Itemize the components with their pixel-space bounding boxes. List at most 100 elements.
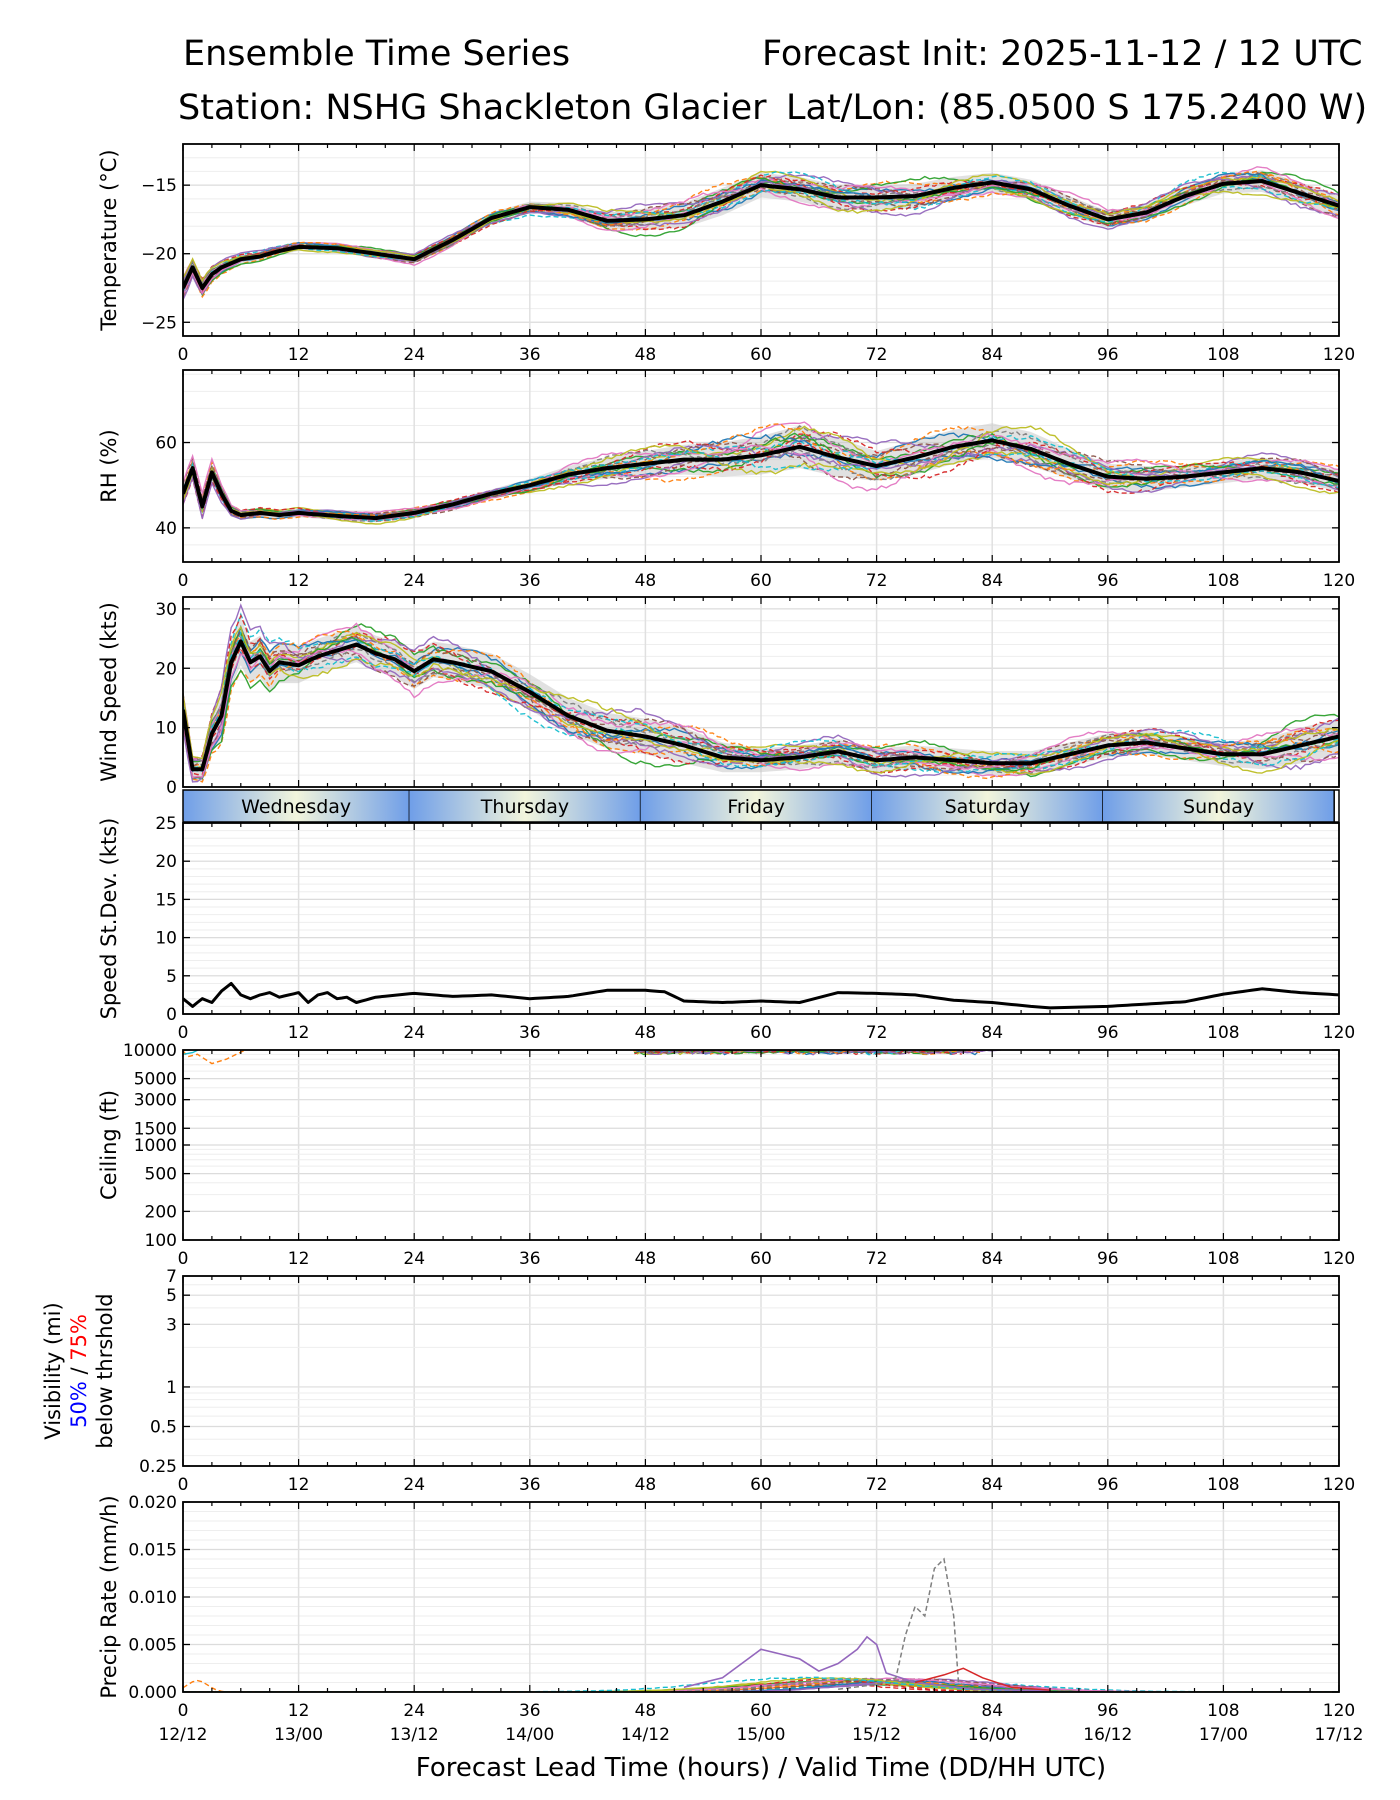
xtick-label-stdev: 84 xyxy=(981,1023,1003,1043)
ytick-label-wspd: 0 xyxy=(166,778,177,798)
xtick-label-ceiling: 48 xyxy=(635,1249,657,1269)
ytick-label-vis: 0.5 xyxy=(150,1417,177,1437)
member-line xyxy=(183,632,1339,783)
ytick-label-wspd: 10 xyxy=(155,719,177,739)
xtick-label-rh: 36 xyxy=(519,571,541,591)
xtick-label-rh: 60 xyxy=(750,571,772,591)
xtick-label-temp: 96 xyxy=(1097,345,1119,365)
member-line xyxy=(634,1050,992,1056)
valid-time-label: 12/12 xyxy=(159,1725,208,1745)
ytick-label-ceiling: 100 xyxy=(145,1231,177,1251)
xtick-label-stdev: 60 xyxy=(750,1023,772,1043)
xtick-label-stdev: 120 xyxy=(1323,1023,1355,1043)
xtick-label-temp: 120 xyxy=(1323,345,1355,365)
axes-layer xyxy=(182,143,1340,1693)
xtick-label-ceiling: 24 xyxy=(403,1249,425,1269)
xtick-label-rh: 108 xyxy=(1207,571,1239,591)
day-cell xyxy=(183,790,410,822)
ylabel-rh: RH (%) xyxy=(97,429,121,502)
spread-band-wspd xyxy=(183,617,1339,782)
xtick-label-temp: 0 xyxy=(178,345,189,365)
valid-time-label: 13/00 xyxy=(274,1725,323,1745)
day-band-frame xyxy=(182,789,1340,823)
member-line xyxy=(183,172,1339,299)
member-line xyxy=(183,1676,1339,1692)
data-layer xyxy=(183,166,1339,1692)
chart-title: Ensemble Time Series xyxy=(183,34,571,74)
day-cell xyxy=(1102,790,1335,822)
xtick-label-vis: 36 xyxy=(519,1475,541,1495)
xtick-label-vis: 108 xyxy=(1207,1475,1239,1495)
ytick-label-temp: −20 xyxy=(141,245,177,265)
ylabel-vis-pct: 50% / 75% xyxy=(67,1314,91,1428)
xtick-label-rh: 0 xyxy=(178,571,189,591)
member-line xyxy=(183,635,1339,783)
day-cell xyxy=(409,790,641,822)
xtick-label-ceiling: 120 xyxy=(1323,1249,1355,1269)
xaxis-title: Forecast Lead Time (hours) / Valid Time … xyxy=(416,1753,1106,1783)
day-cell xyxy=(640,790,872,822)
ytick-label-ceiling: 10000 xyxy=(123,1041,177,1061)
forecast-init: Forecast Init: 2025-11-12 / 12 UTC xyxy=(762,34,1363,74)
member-line xyxy=(183,433,1339,516)
member-line xyxy=(183,441,1339,520)
ytick-label-vis: 0.25 xyxy=(139,1457,177,1477)
xtick-label-ceiling: 84 xyxy=(981,1249,1003,1269)
station-latlon: Lat/Lon: (85.0500 S 175.2400 W) xyxy=(786,88,1368,128)
member-line xyxy=(183,630,1339,780)
valid-time-label: 15/00 xyxy=(737,1725,786,1745)
xtick-label-vis: 60 xyxy=(750,1475,772,1495)
xtick-label-rh: 84 xyxy=(981,571,1003,591)
ytick-label-vis: 1 xyxy=(166,1378,177,1398)
member-line xyxy=(183,630,1339,768)
xtick-label-ceiling: 60 xyxy=(750,1249,772,1269)
ylabel-vis: Visibility (mi) xyxy=(41,1302,65,1439)
ylabel-vis-sep: / xyxy=(67,1361,91,1381)
member-line xyxy=(183,423,1339,517)
xtick-label-precip: 24 xyxy=(403,1701,425,1721)
ylabel-vis-75: 75% xyxy=(67,1314,91,1361)
xtick-label-precip: 60 xyxy=(750,1701,772,1721)
xtick-label-stdev: 96 xyxy=(1097,1023,1119,1043)
ylabel-vis-threshold: below thrshold xyxy=(93,1293,117,1448)
ytick-label-precip: 0.000 xyxy=(128,1683,177,1703)
xtick-label-temp: 12 xyxy=(288,345,310,365)
member-line xyxy=(838,1557,974,1690)
xtick-label-ceiling: 12 xyxy=(288,1249,310,1269)
ytick-label-precip: 0.010 xyxy=(128,1588,177,1608)
mean-line-stdev xyxy=(183,981,1339,1010)
mean-line-temp xyxy=(183,179,1339,290)
valid-time-label: 16/00 xyxy=(968,1725,1017,1745)
ytick-label-ceiling: 5000 xyxy=(134,1070,177,1090)
xtick-label-ceiling: 0 xyxy=(178,1249,189,1269)
member-line xyxy=(183,439,1339,522)
xtick-label-stdev: 36 xyxy=(519,1023,541,1043)
station-name: Station: NSHG Shackleton Glacier xyxy=(178,88,767,128)
mean-line-wspd xyxy=(183,639,1339,772)
member-line xyxy=(183,1677,1339,1692)
valid-time-label: 14/12 xyxy=(621,1725,670,1745)
day-label: Wednesday xyxy=(241,796,351,818)
xtick-label-stdev: 24 xyxy=(403,1023,425,1043)
ylabel-precip: Precip Rate (mm/h) xyxy=(97,1495,121,1698)
xtick-label-precip: 96 xyxy=(1097,1701,1119,1721)
ytick-label-ceiling: 500 xyxy=(145,1165,177,1185)
ylabel-wspd: Wind Speed (kts) xyxy=(97,602,121,782)
ylabel-ceiling: Ceiling (ft) xyxy=(97,1090,121,1200)
xtick-label-precip: 36 xyxy=(519,1701,541,1721)
ytick-label-precip: 0.005 xyxy=(128,1636,177,1656)
member-line xyxy=(183,170,1339,286)
ytick-label-stdev: 0 xyxy=(166,1005,177,1025)
ytick-label-ceiling: 200 xyxy=(145,1202,177,1222)
ytick-label-rh: 60 xyxy=(155,434,177,454)
xtick-label-rh: 72 xyxy=(866,571,888,591)
xtick-label-rh: 120 xyxy=(1323,571,1355,591)
xtick-label-precip: 84 xyxy=(981,1701,1003,1721)
xtick-label-vis: 120 xyxy=(1323,1475,1355,1495)
day-label: Saturday xyxy=(945,796,1031,818)
xtick-label-ceiling: 36 xyxy=(519,1249,541,1269)
mean-line-rh xyxy=(183,438,1339,521)
xtick-label-stdev: 0 xyxy=(178,1023,189,1043)
valid-time-label: 14/00 xyxy=(505,1725,554,1745)
